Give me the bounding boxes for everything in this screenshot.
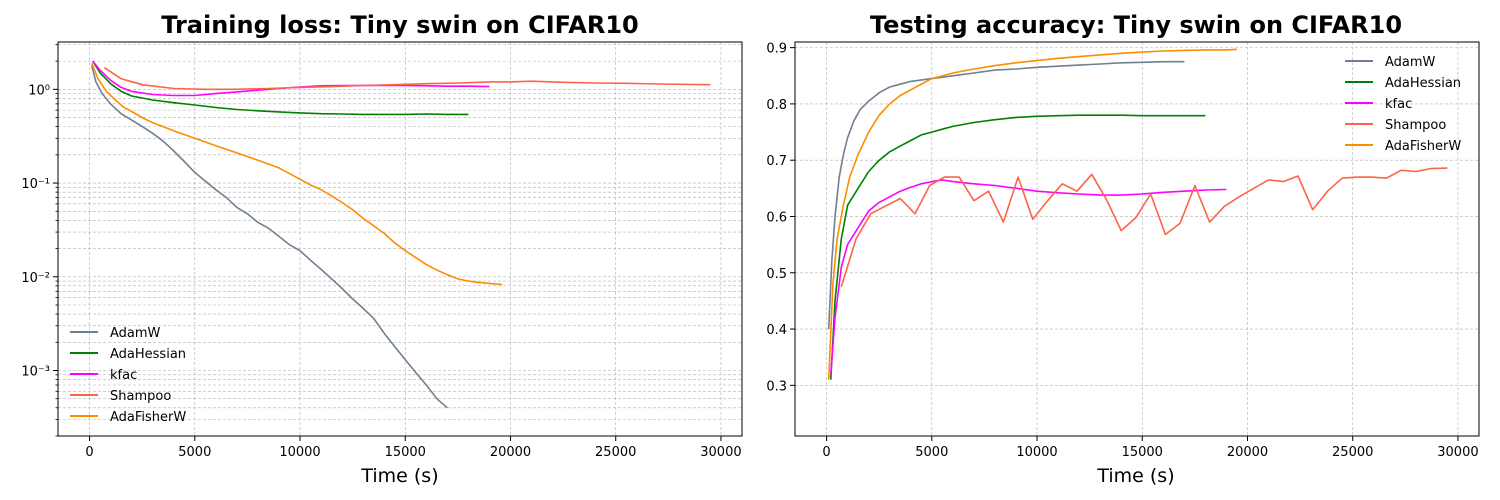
series-line-kfac bbox=[830, 179, 1227, 375]
y-tick-label: 0.3 bbox=[766, 379, 787, 394]
testing-accuracy-panel: Testing accuracy: Tiny swin on CIFAR10 0… bbox=[766, 11, 1480, 487]
series-lines bbox=[90, 60, 711, 409]
y-tick-label: 10⁻¹ bbox=[21, 177, 50, 192]
x-tick-label: 20000 bbox=[490, 445, 531, 460]
series-line-shampoo bbox=[103, 67, 711, 91]
x-tick-label: 10000 bbox=[279, 445, 320, 460]
x-tick-label: 0 bbox=[822, 445, 830, 460]
axes-frame bbox=[794, 41, 1480, 437]
x-tick-label: 25000 bbox=[1332, 445, 1373, 460]
legend-label: AdamW bbox=[1385, 55, 1436, 70]
legend-label: AdaHessian bbox=[1385, 76, 1461, 91]
legend-label: kfac bbox=[110, 368, 137, 383]
x-tick-label: 20000 bbox=[1227, 445, 1268, 460]
legend-label: kfac bbox=[1385, 97, 1412, 112]
series-line-adahessian bbox=[830, 114, 1206, 380]
series-line-adamw bbox=[827, 60, 1185, 330]
chart-title: Training loss: Tiny swin on CIFAR10 bbox=[161, 11, 639, 39]
legend-label: AdamW bbox=[110, 326, 161, 341]
training-loss-panel: Training loss: Tiny swin on CIFAR10 0 500… bbox=[21, 11, 743, 487]
y-axis-ticks: 0.3 0.4 0.5 0.6 0.7 0.8 0.9 bbox=[766, 42, 795, 394]
legend-label: AdaFisherW bbox=[1385, 139, 1461, 154]
legend-label: Shampoo bbox=[110, 389, 171, 404]
x-tick-label: 25000 bbox=[595, 445, 636, 460]
y-tick-label: 0.9 bbox=[766, 42, 787, 57]
series-line-shampoo bbox=[840, 167, 1448, 288]
x-tick-label: 30000 bbox=[700, 445, 741, 460]
series-line-adamw bbox=[90, 65, 448, 409]
y-tick-label: 10⁻² bbox=[21, 271, 50, 286]
grid bbox=[795, 42, 1479, 436]
legend-label: AdaFisherW bbox=[110, 410, 186, 425]
x-tick-label: 30000 bbox=[1437, 445, 1478, 460]
x-axis-label: Time (s) bbox=[360, 465, 438, 487]
series-line-adahessian bbox=[92, 60, 469, 116]
series-lines bbox=[827, 48, 1448, 380]
y-tick-label: 0.5 bbox=[766, 267, 787, 282]
x-tick-label: 0 bbox=[85, 445, 93, 460]
series-line-kfac bbox=[92, 60, 490, 97]
x-axis-ticks: 0 5000 10000 15000 20000 25000 30000 bbox=[822, 436, 1479, 460]
x-tick-label: 5000 bbox=[915, 445, 948, 460]
series-line-adafisherw bbox=[90, 62, 503, 286]
x-tick-label: 15000 bbox=[1122, 445, 1163, 460]
legend: AdamW AdaHessian kfac Shampoo AdaFisherW bbox=[1345, 55, 1461, 154]
y-tick-label: 0.7 bbox=[766, 154, 787, 169]
x-axis-ticks: 0 5000 10000 15000 20000 25000 30000 bbox=[85, 436, 742, 460]
legend: AdamW AdaHessian kfac Shampoo AdaFisherW bbox=[70, 326, 186, 425]
y-tick-label: 0.8 bbox=[766, 98, 787, 113]
x-tick-label: 5000 bbox=[178, 445, 211, 460]
x-tick-label: 10000 bbox=[1016, 445, 1057, 460]
legend-label: AdaHessian bbox=[110, 347, 186, 362]
chart-title: Testing accuracy: Tiny swin on CIFAR10 bbox=[870, 11, 1402, 39]
legend-label: Shampoo bbox=[1385, 118, 1446, 133]
y-tick-label: 0.6 bbox=[766, 210, 787, 225]
axes-frame bbox=[57, 41, 743, 437]
y-axis-ticks: 10⁻³ 10⁻² 10⁻¹ 10⁰ bbox=[21, 44, 58, 437]
y-tick-label: 0.4 bbox=[766, 323, 787, 338]
x-axis-label: Time (s) bbox=[1096, 465, 1174, 487]
series-line-adafisherw bbox=[827, 48, 1238, 380]
x-tick-label: 15000 bbox=[385, 445, 426, 460]
y-tick-label: 10⁻³ bbox=[21, 364, 50, 379]
y-tick-label: 10⁰ bbox=[28, 83, 50, 98]
